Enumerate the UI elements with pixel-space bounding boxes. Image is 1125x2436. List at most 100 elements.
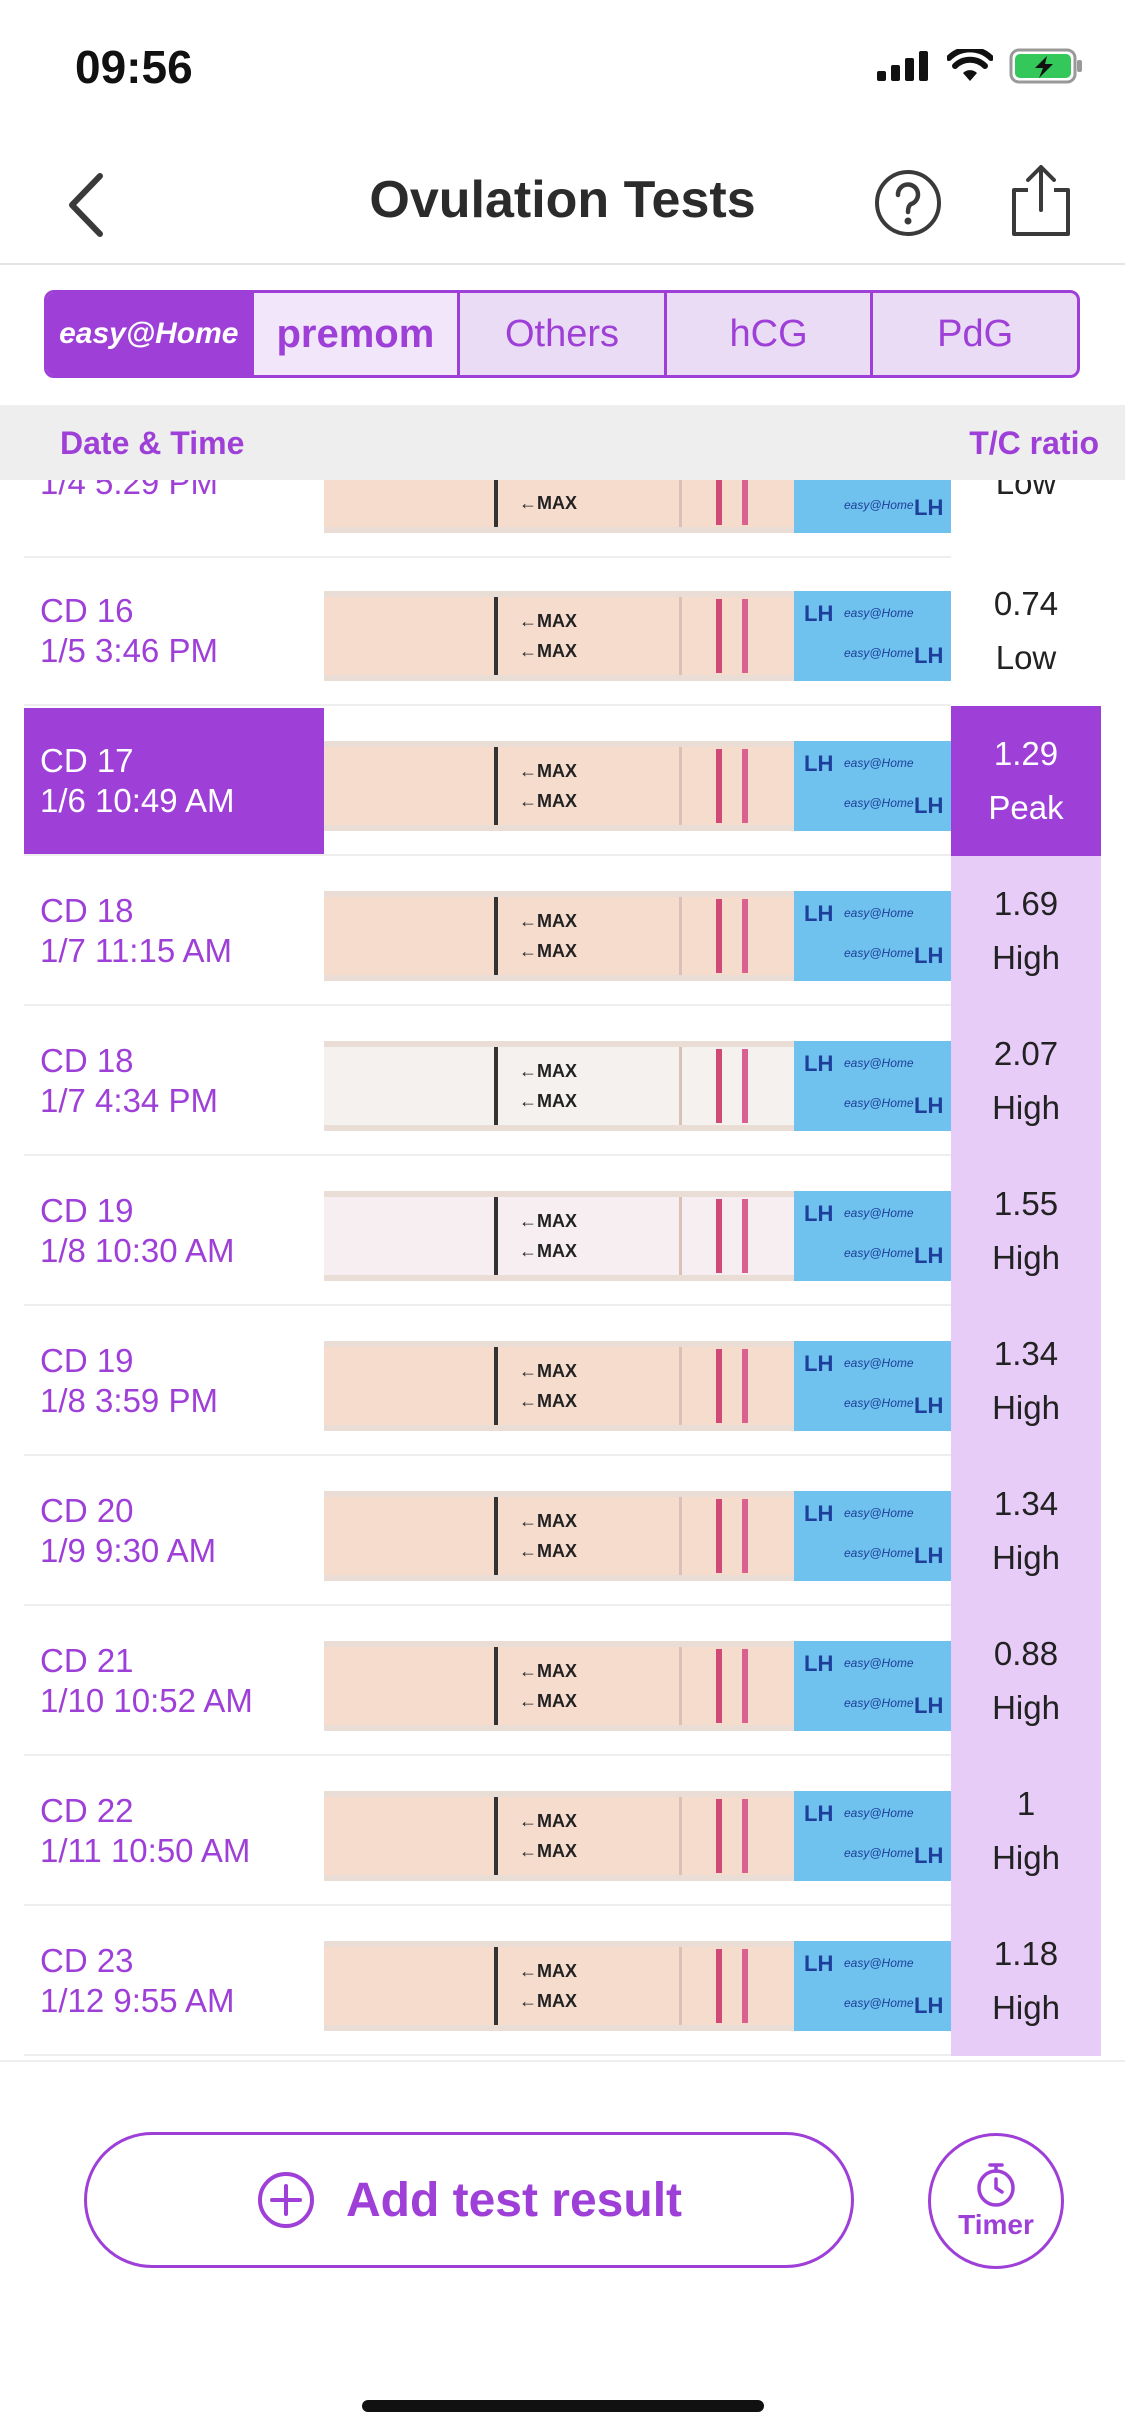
svg-text:easy@Home: easy@Home — [844, 1056, 914, 1070]
back-chevron-icon[interactable] — [62, 170, 112, 240]
tab-others-label: Others — [504, 312, 619, 355]
tc-ratio-value: 0.88 — [993, 1635, 1059, 1672]
test-result-row[interactable]: CD 20 1/9 9:30 AM ←MAX ←MAX LH easy@Home easy@… — [24, 1456, 1101, 1606]
lh-level: High — [992, 939, 1060, 976]
row-date-label: CD 21 1/10 10:52 AM — [24, 1606, 324, 1756]
page-title: Ovulation Tests — [369, 171, 756, 229]
svg-text:easy@Home: easy@Home — [844, 1506, 914, 1520]
test-datetime: 1/8 3:59 PM — [40, 1382, 218, 1419]
cycle-day: CD 19 — [40, 1342, 134, 1379]
tc-ratio-cell: 2.07 High — [951, 1006, 1101, 1156]
lh-level: High — [992, 1239, 1060, 1276]
svg-text:easy@Home: easy@Home — [844, 1846, 914, 1860]
test-result-row[interactable]: CD 18 1/7 4:34 PM ←MAX ←MAX LH easy@Home easy@… — [24, 1006, 1101, 1156]
timer-button[interactable]: Timer — [928, 2133, 1064, 2269]
test-datetime: 1/12 9:55 AM — [40, 1982, 235, 2019]
tab-premom[interactable]: premom — [250, 293, 458, 375]
tc-ratio-value: 1.55 — [993, 1185, 1059, 1222]
add-test-result-label: Add test result — [345, 2173, 683, 2227]
cycle-day: CD 22 — [40, 1792, 134, 1829]
svg-text:easy@Home: easy@Home — [844, 1696, 914, 1710]
svg-text:LH: LH — [914, 1243, 943, 1268]
test-result-row[interactable]: CD 19 1/8 3:59 PM ←MAX ←MAX LH easy@Home easy@… — [24, 1306, 1101, 1456]
svg-text:LH: LH — [804, 1501, 833, 1526]
svg-text:LH: LH — [804, 1051, 833, 1076]
svg-text:easy@Home: easy@Home — [844, 1206, 914, 1220]
lh-level: High — [992, 1989, 1060, 2026]
tc-ratio-value: 1.29 — [993, 735, 1059, 772]
home-indicator — [362, 2400, 764, 2412]
column-date-time: Date & Time — [60, 425, 245, 461]
tc-ratio-value: 1 — [1016, 1785, 1036, 1822]
cycle-day: CD 17 — [40, 742, 134, 779]
cycle-day: CD 16 — [40, 592, 134, 629]
svg-text:easy@Home: easy@Home — [844, 646, 914, 660]
svg-text:easy@Home: easy@Home — [844, 1546, 914, 1560]
lh-level: High — [992, 1089, 1060, 1126]
svg-text:←MAX: ←MAX — [519, 791, 577, 811]
svg-text:easy@Home: easy@Home — [844, 1356, 914, 1370]
test-datetime: 1/7 11:15 AM — [40, 932, 233, 969]
svg-text:LH: LH — [914, 1543, 943, 1568]
test-result-row[interactable]: CD 21 1/10 10:52 AM ←MAX ←MAX LH easy@Home eas… — [24, 1606, 1101, 1756]
add-test-result-button[interactable]: Add test result — [84, 2132, 854, 2268]
row-date-label: CD 20 1/9 9:30 AM — [24, 1456, 324, 1606]
svg-text:LH: LH — [804, 1351, 833, 1376]
svg-text:LH: LH — [914, 1993, 943, 2018]
test-datetime: 1/5 3:46 PM — [40, 632, 218, 669]
cycle-day: CD 20 — [40, 1492, 134, 1529]
nav-header: Ovulation Tests — [0, 140, 1125, 265]
row-date-label: CD 16 1/5 3:46 PM — [24, 556, 324, 706]
svg-text:←MAX: ←MAX — [519, 1511, 577, 1531]
svg-text:←MAX: ←MAX — [519, 1391, 577, 1411]
test-result-row[interactable]: CD 19 1/8 10:30 AM ←MAX ←MAX LH easy@Home easy… — [24, 1156, 1101, 1306]
status-icons — [877, 48, 1085, 84]
test-results-list[interactable]: 1/4 5:29 PM←MAX←MAXLHeasy@Homeeasy@HomeL… — [0, 480, 1125, 2060]
tc-ratio-value: 1.34 — [993, 1485, 1059, 1522]
tc-ratio-cell: 1.69 High — [951, 856, 1101, 1006]
tab-easy-at-home-label: easy@Home — [59, 317, 239, 350]
svg-text:←MAX: ←MAX — [519, 480, 577, 483]
cycle-day: CD 19 — [40, 1192, 134, 1229]
test-result-row[interactable]: 1/4 5:29 PM←MAX←MAXLHeasy@Homeeasy@HomeL… — [24, 480, 1101, 558]
table-header: Date & Time T/C ratio — [0, 405, 1125, 480]
lh-level: Low — [995, 480, 1057, 501]
tc-ratio-cell: 1.34 High — [951, 1306, 1101, 1456]
tab-pdg[interactable]: PdG — [870, 293, 1077, 375]
tab-premom-label: premom — [276, 311, 435, 356]
help-icon[interactable] — [873, 168, 943, 238]
svg-text:easy@Home: easy@Home — [844, 1656, 914, 1670]
test-result-row[interactable]: CD 18 1/7 11:15 AM ←MAX ←MAX LH easy@Home easy… — [24, 856, 1101, 1006]
svg-text:←MAX: ←MAX — [519, 1661, 577, 1681]
tc-ratio-cell: 1.29 Peak — [951, 706, 1101, 856]
tc-ratio-value: 0.74 — [993, 585, 1059, 622]
test-datetime: 1/7 4:34 PM — [40, 1082, 218, 1119]
tab-others[interactable]: Others — [457, 293, 664, 375]
row-date-label: 1/4 5:29 PM — [24, 480, 324, 558]
svg-text:LH: LH — [914, 1693, 943, 1718]
test-result-row[interactable]: CD 22 1/11 10:50 AM ←MAX ←MAX LH easy@Home eas… — [24, 1756, 1101, 1906]
tab-easy-at-home[interactable]: easy@Home — [47, 293, 251, 375]
svg-text:LH: LH — [914, 1843, 943, 1868]
svg-text:←MAX: ←MAX — [519, 611, 577, 631]
row-date-label: CD 19 1/8 10:30 AM — [24, 1156, 324, 1306]
status-bar: 09:56 — [0, 0, 1125, 140]
cycle-day: CD 21 — [40, 1642, 134, 1679]
svg-text:←MAX: ←MAX — [519, 761, 577, 781]
svg-text:LH: LH — [804, 1801, 833, 1826]
svg-text:easy@Home: easy@Home — [844, 1096, 914, 1110]
test-result-row[interactable]: CD 23 1/12 9:55 AM ←MAX ←MAX LH easy@Home easy… — [24, 1906, 1101, 2056]
svg-text:easy@Home: easy@Home — [844, 1956, 914, 1970]
test-result-row[interactable]: CD 17 1/6 10:49 AM ←MAX ←MAX LH easy@Home easy… — [24, 706, 1101, 856]
wifi-icon — [947, 49, 993, 81]
footer-bar: Add test result Timer — [0, 2060, 1125, 2436]
lh-level: High — [992, 1689, 1060, 1726]
tab-hcg[interactable]: hCG — [663, 293, 871, 375]
svg-text:LH: LH — [914, 495, 943, 520]
test-result-row[interactable]: CD 16 1/5 3:46 PM ←MAX ←MAX LH easy@Home easy@… — [24, 556, 1101, 706]
svg-text:←MAX: ←MAX — [519, 1811, 577, 1831]
share-icon[interactable] — [1008, 162, 1074, 238]
